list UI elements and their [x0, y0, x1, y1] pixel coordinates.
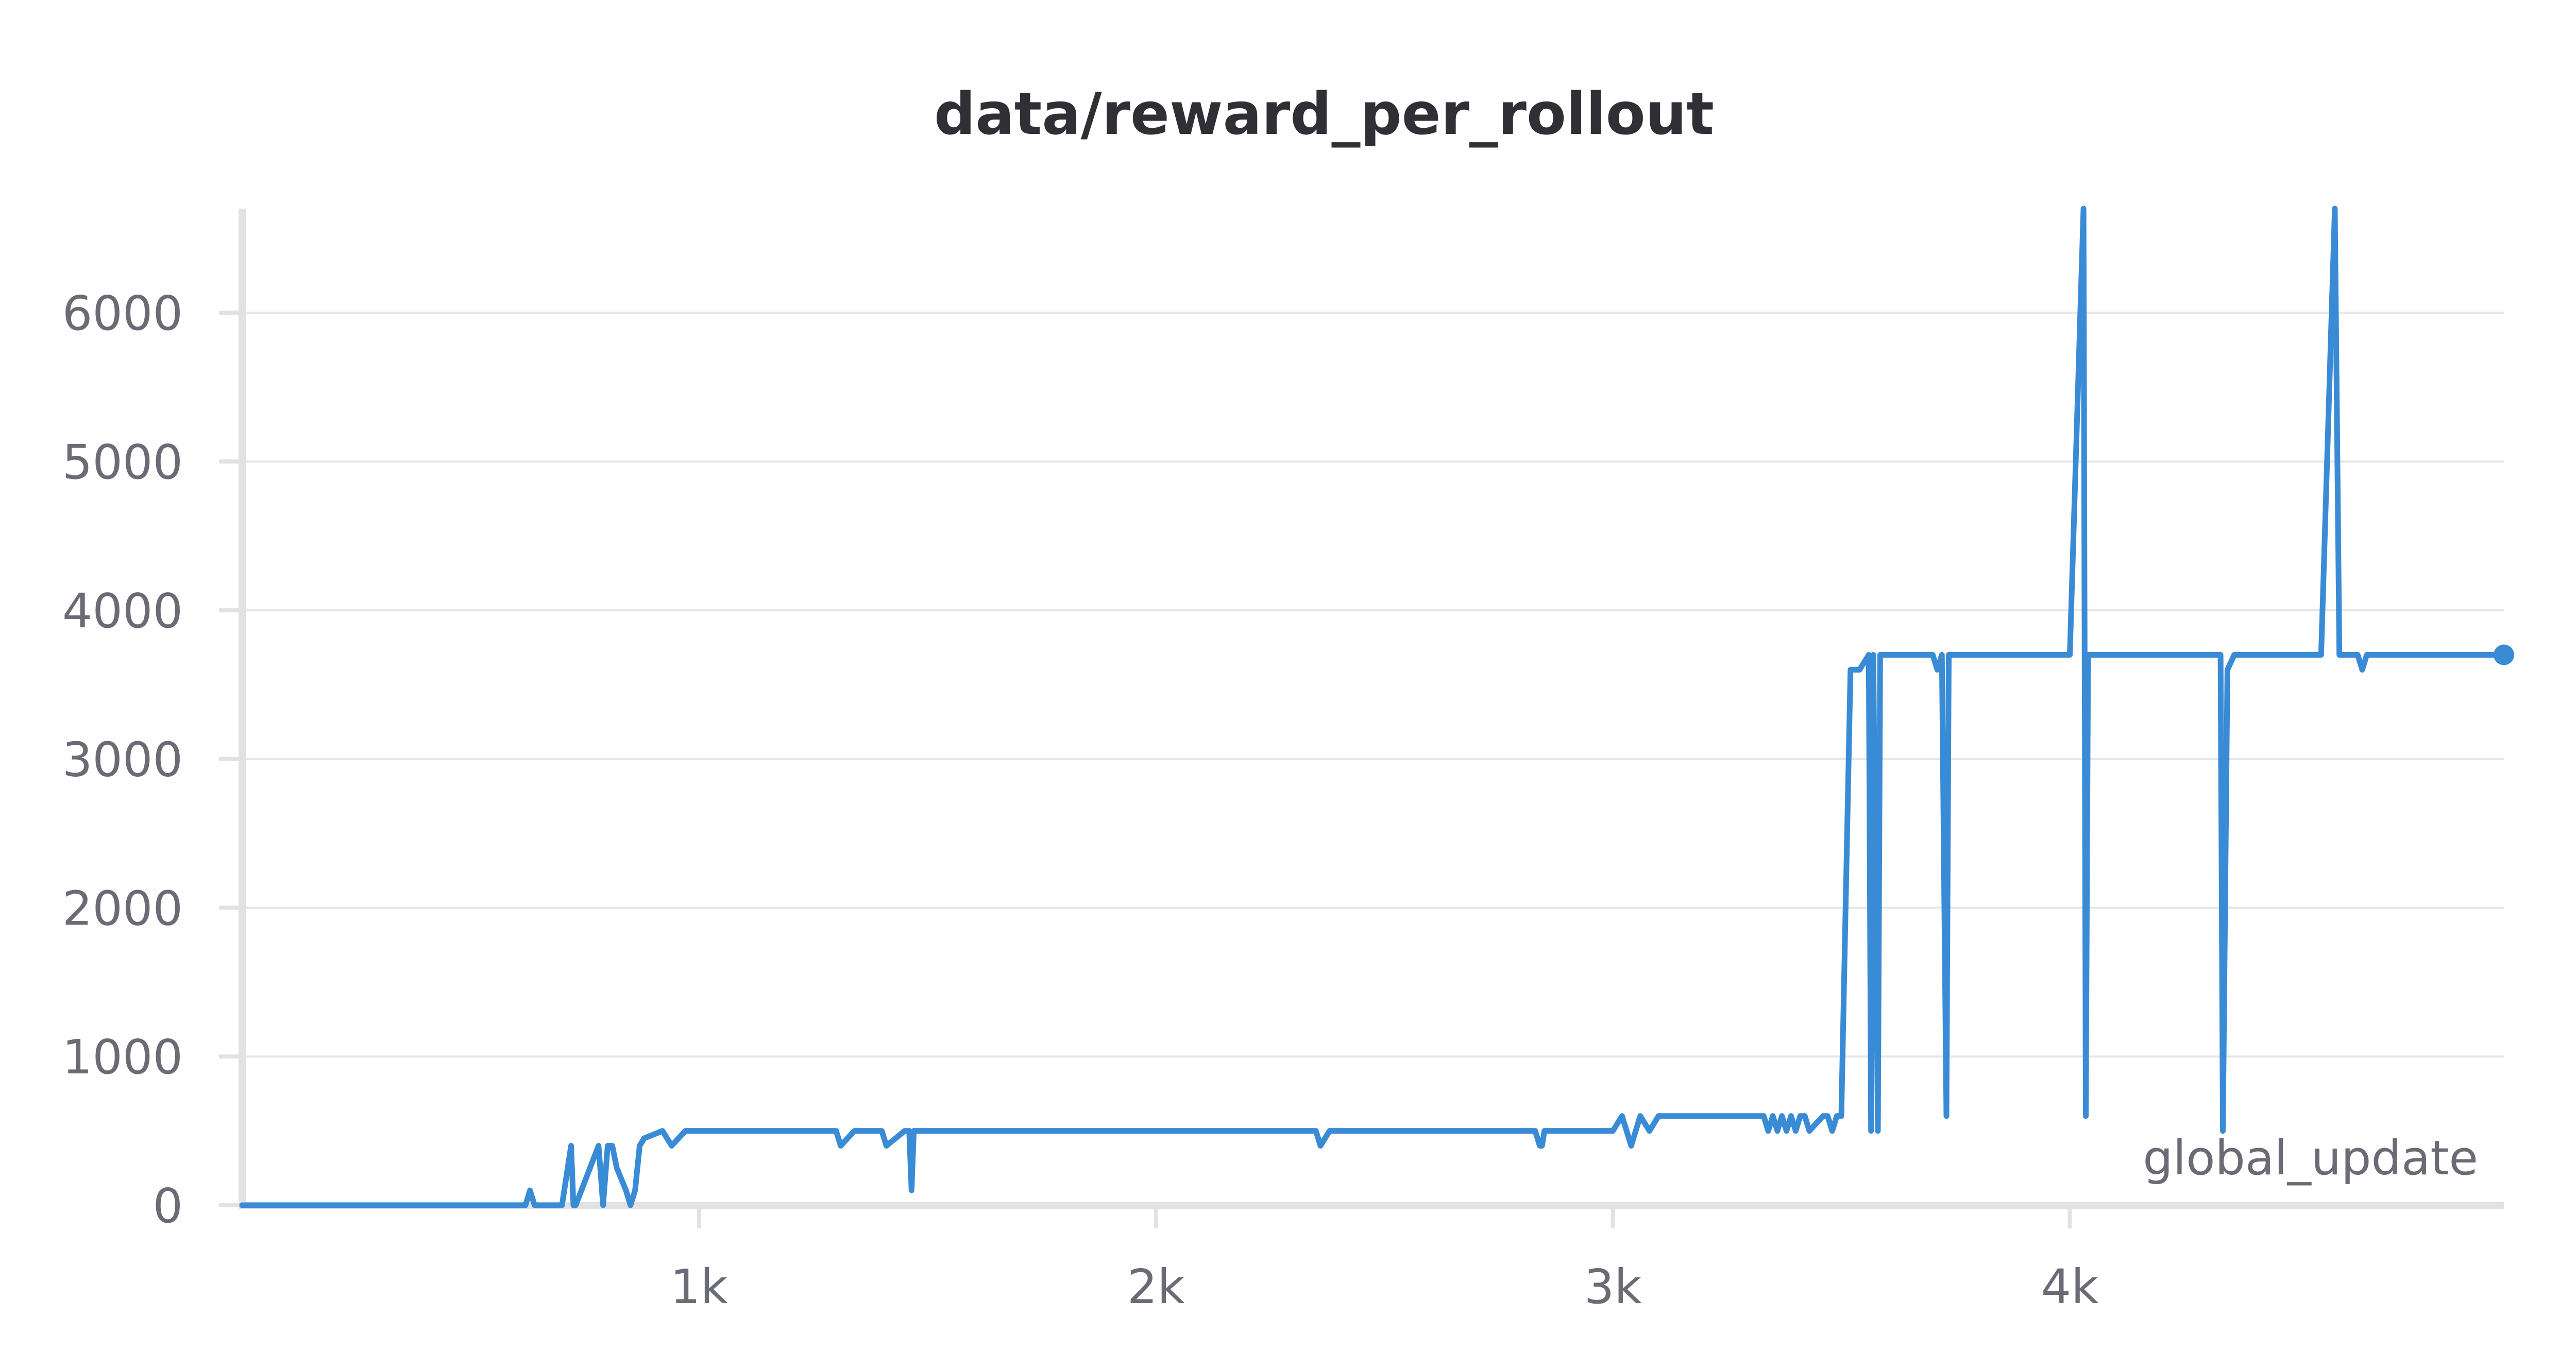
chart-title: data/reward_per_rollout — [934, 81, 1714, 148]
x-tick-label: 2k — [1127, 1259, 1185, 1314]
y-tick-labels: 0 1000 2000 3000 4000 5000 6000 — [62, 286, 183, 1234]
x-axis-label: global_update — [2143, 1131, 2478, 1186]
x-tick-label: 3k — [1584, 1259, 1642, 1314]
x-tick-label: 4k — [2041, 1259, 2099, 1314]
y-tick-label: 2000 — [62, 881, 183, 936]
y-tick-label: 6000 — [62, 286, 183, 341]
series-endpoint-marker — [2494, 644, 2514, 665]
axes — [219, 209, 2504, 1228]
gridlines — [242, 312, 2504, 1058]
y-tick-label: 1000 — [62, 1030, 183, 1085]
x-tick-labels: 1k 2k 3k 4k — [670, 1259, 2099, 1314]
x-tick-label: 1k — [670, 1259, 728, 1314]
y-tick-label: 5000 — [62, 435, 183, 490]
series-line — [239, 206, 2507, 1208]
y-tick-label: 4000 — [62, 584, 183, 639]
series-layer — [239, 206, 2514, 1208]
y-tick-label: 0 — [152, 1178, 183, 1234]
y-tick-label: 3000 — [62, 732, 183, 788]
